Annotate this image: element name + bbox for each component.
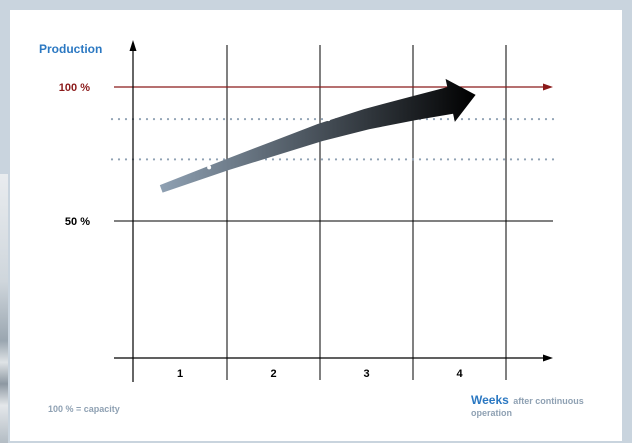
x-tick-label-4: 4: [456, 368, 463, 380]
x-axis-title: Weeks after continuous: [471, 391, 584, 408]
background-photo-strip: [0, 174, 8, 443]
y-tick-label-50: 50 %: [65, 216, 90, 228]
capacity-line-arrowhead: [543, 83, 553, 91]
data-point-2: [258, 141, 263, 146]
x-axis-arrowhead: [543, 354, 553, 362]
x-axis-label-suffix: after continuous: [513, 396, 584, 406]
y-tick-label-100: 100 %: [59, 82, 90, 94]
y-axis-arrowhead: [129, 40, 137, 51]
x-axis-label-suffix-line2: operation: [471, 408, 512, 418]
y-axis-label: Production: [39, 42, 102, 56]
chart-panel: [10, 10, 622, 441]
production-growth-arrow: [159, 78, 476, 193]
data-point-5: [370, 98, 375, 103]
x-axis-label: Weeks: [471, 393, 509, 407]
x-tick-label-1: 1: [177, 368, 183, 380]
data-point-3: [303, 122, 308, 127]
x-tick-label-2: 2: [270, 368, 276, 380]
capacity-footnote: 100 % = capacity: [48, 404, 120, 414]
data-point-1: [207, 165, 212, 170]
x-tick-label-3: 3: [363, 368, 369, 380]
data-point-4: [326, 117, 331, 122]
